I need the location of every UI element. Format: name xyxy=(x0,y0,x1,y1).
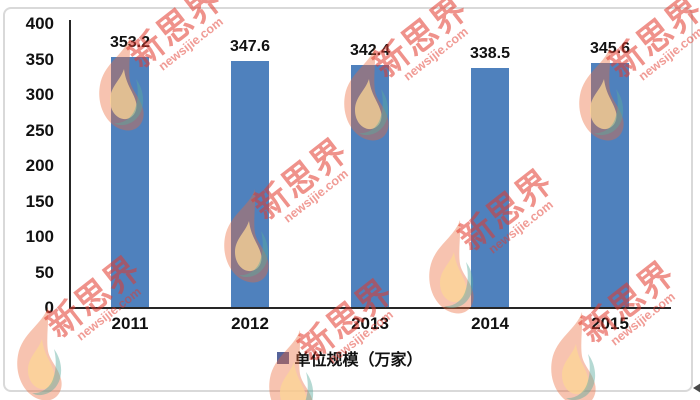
y-tick-label: 150 xyxy=(25,191,54,211)
bar-2014 xyxy=(471,68,509,308)
y-tick-label: 350 xyxy=(25,49,54,69)
legend: 单位规模（万家） xyxy=(0,347,700,369)
data-label: 347.6 xyxy=(229,38,271,55)
data-label: 338.5 xyxy=(469,45,511,62)
cursor-arrow-icon xyxy=(693,383,700,393)
y-tick-label: 50 xyxy=(35,262,54,282)
y-tick-label: 200 xyxy=(25,156,54,175)
bar-column-2012: 347.6 xyxy=(190,24,310,308)
legend-label: 单位规模（万家） xyxy=(294,352,423,369)
data-label: 353.2 xyxy=(109,34,151,51)
y-tick-label: 0 xyxy=(44,298,54,317)
y-tick-label: 100 xyxy=(25,227,54,246)
y-tick-label: 300 xyxy=(25,85,54,104)
x-tick-label-2012: 2012 xyxy=(231,314,269,333)
data-label: 342.4 xyxy=(349,42,391,59)
legend-marker-icon xyxy=(277,352,290,364)
bar-2012 xyxy=(231,61,269,308)
data-label: 345.6 xyxy=(589,40,631,57)
bar-2015 xyxy=(591,63,629,308)
x-tick-label-2015: 2015 xyxy=(591,314,629,333)
x-tick-label-2014: 2014 xyxy=(471,314,509,333)
plot-area: 353.2 347.6 342.4 338.5 345.6 xyxy=(70,24,670,308)
bar-column-2011: 353.2 xyxy=(70,24,190,308)
bar-column-2015: 345.6 xyxy=(550,24,670,308)
x-tick-label-2011: 2011 xyxy=(111,314,149,333)
x-axis-line xyxy=(69,307,671,309)
x-tick-label-2013: 2013 xyxy=(351,314,389,333)
bar-column-2014: 338.5 xyxy=(430,24,550,308)
y-axis-line xyxy=(69,20,71,309)
bar-2013 xyxy=(351,65,389,308)
y-tick-label: 400 xyxy=(25,14,54,33)
y-tick-label: 250 xyxy=(25,120,54,140)
bar-2011 xyxy=(111,57,149,308)
bar-column-2013: 342.4 xyxy=(310,24,430,308)
